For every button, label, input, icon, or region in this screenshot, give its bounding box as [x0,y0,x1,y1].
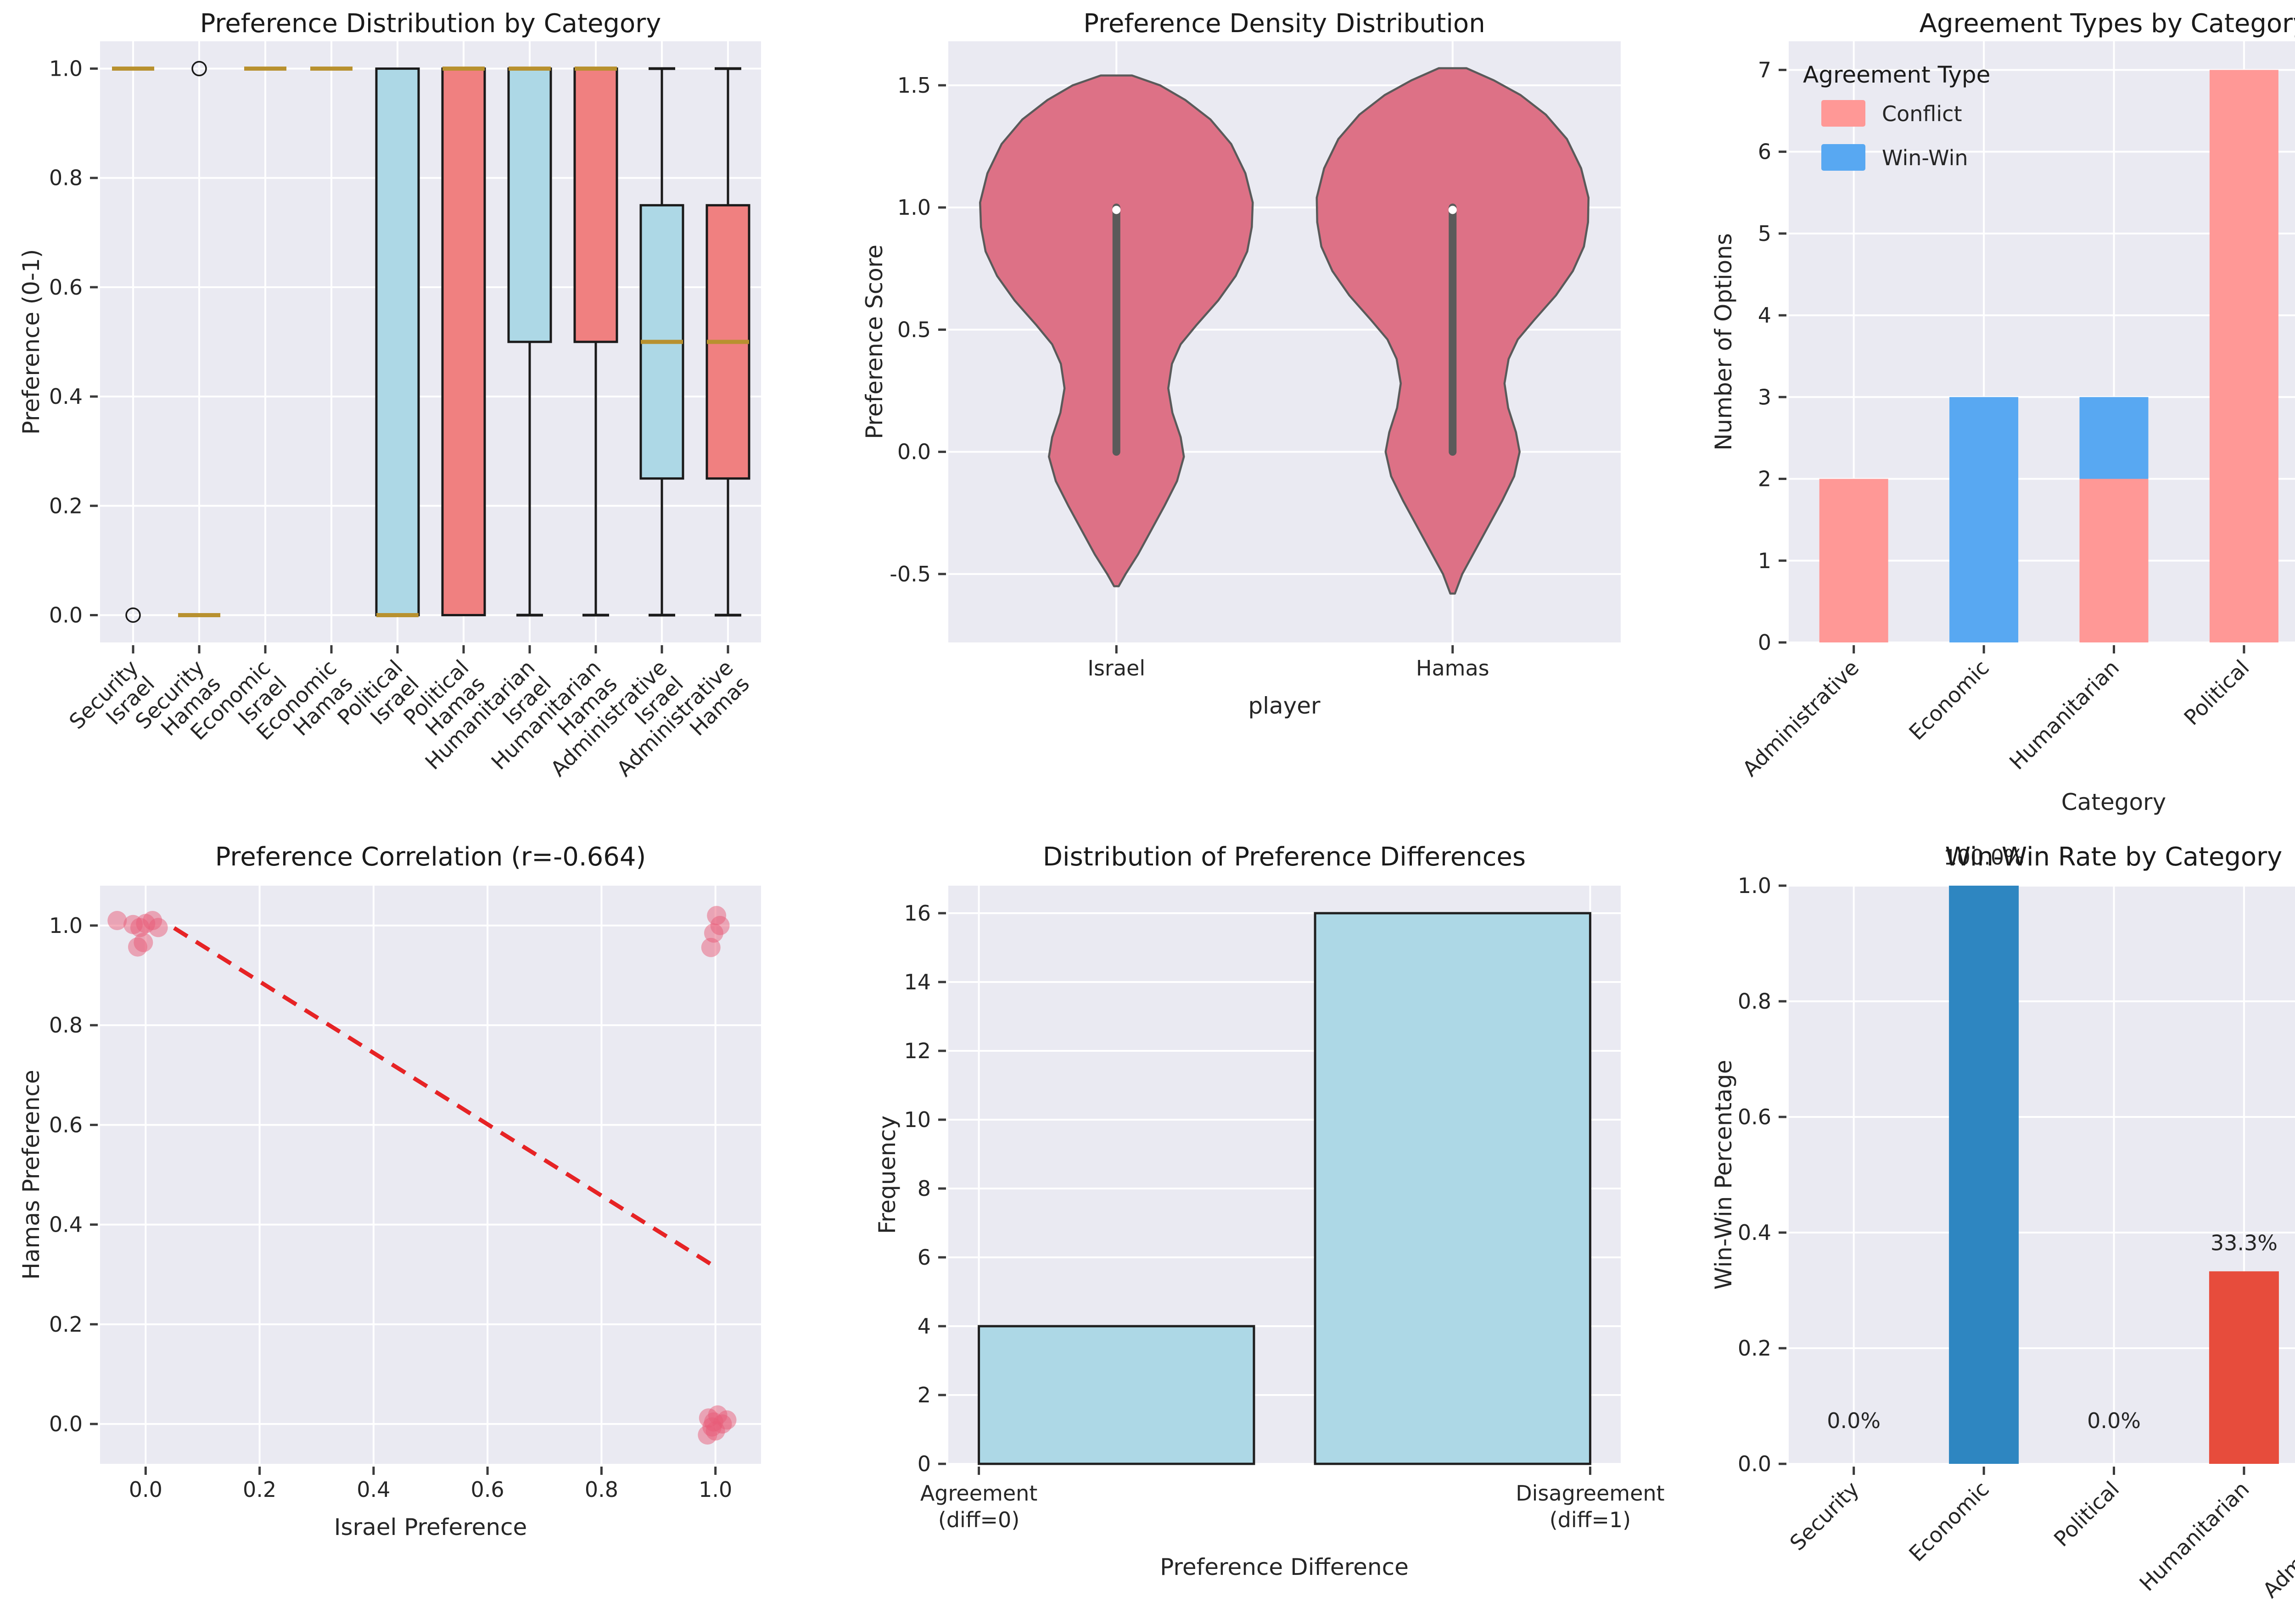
svg-text:0: 0 [918,1451,931,1476]
svg-text:2: 2 [918,1383,931,1407]
svg-text:0.4: 0.4 [49,384,83,409]
svg-text:33.3%: 33.3% [2211,1230,2278,1255]
stackedbar-chart: 0 1 2 3 4 5 6 7 Administrative Economic Humanitari… [1738,41,2295,781]
svg-text:3: 3 [1758,385,1771,409]
svg-text:0.0: 0.0 [1738,1451,1771,1476]
svg-text:1.0: 1.0 [699,1477,732,1502]
svg-text:5: 5 [1758,221,1771,246]
svg-text:Israel: Israel [1087,656,1145,681]
labels-layer: Preference Distribution by Category Pref… [18,9,2295,1580]
svg-text:12: 12 [904,1038,931,1063]
svg-text:Humanitarian: Humanitarian [2135,1477,2254,1596]
svg-text:1: 1 [1758,548,1771,573]
scatter-chart: 0.0 0.2 0.4 0.6 0.8 1.0 0.0 0.2 0.4 0.6 0.8 1.0 [49,886,761,1502]
svg-text:6: 6 [1758,140,1771,164]
svg-text:(diff=1): (diff=1) [1550,1507,1631,1532]
svg-text:0.0: 0.0 [49,1412,83,1436]
svg-text:0.6: 0.6 [471,1477,504,1502]
scatter-xlabel: Israel Preference [334,1514,527,1540]
svg-text:Agreement: Agreement [920,1481,1037,1506]
svg-text:16: 16 [904,901,931,926]
boxplot-chart: 0.00.20.40.60.81.0SecurityIsraelSecurity… [49,41,761,781]
svg-text:0.0: 0.0 [49,603,83,627]
svg-text:0.8: 0.8 [585,1477,618,1502]
svg-text:0.0%: 0.0% [2087,1408,2141,1433]
svg-text:0.0%: 0.0% [1827,1408,1881,1433]
svg-text:100.0%: 100.0% [1943,845,2024,870]
legend: Agreement Type Conflict Win-Win [1803,61,1990,171]
svg-text:4: 4 [918,1314,931,1339]
svg-text:-0.5: -0.5 [890,562,931,586]
stackedbar-ylabel: Number of Options [1710,233,1737,451]
svg-text:0.8: 0.8 [49,166,83,190]
boxplot-ylabel: Preference (0-1) [18,249,45,435]
svg-text:0.2: 0.2 [49,493,83,518]
svg-text:0.2: 0.2 [49,1312,83,1337]
svg-text:Agreement Type: Agreement Type [1803,61,1990,88]
svg-text:0.6: 0.6 [1738,1105,1771,1129]
svg-text:0.6: 0.6 [49,275,83,300]
svg-text:0.4: 0.4 [49,1212,83,1237]
svg-text:1.0: 1.0 [49,913,83,938]
histogram-xlabel: Preference Difference [1160,1554,1409,1580]
violin-ylabel: Preference Score [861,245,888,439]
svg-text:Security: Security [1785,1477,1864,1556]
svg-text:Economic: Economic [1904,1477,1994,1567]
svg-text:0.6: 0.6 [49,1112,83,1137]
scatter-ylabel: Hamas Preference [18,1070,45,1280]
svg-text:Administrative: Administrative [2258,1477,2295,1603]
svg-text:0.8: 0.8 [1738,989,1771,1014]
svg-text:Conflict: Conflict [1882,101,1962,126]
svg-text:0.0: 0.0 [129,1477,162,1502]
stackedbar-xlabel: Category [2061,789,2166,815]
svg-text:7: 7 [1758,57,1771,82]
violin-chart: -0.5 0.0 0.5 1.0 1.5 Israel Hamas [890,41,1621,681]
svg-text:(diff=0): (diff=0) [938,1507,1019,1532]
histogram-title: Distribution of Preference Differences [1043,842,1526,872]
svg-text:Win-Win: Win-Win [1882,145,1968,170]
svg-text:Disagreement: Disagreement [1516,1481,1664,1506]
svg-text:14: 14 [904,970,931,994]
violin-title: Preference Density Distribution [1083,9,1485,39]
svg-text:6: 6 [918,1245,931,1270]
winwin-chart: 0.0 0.2 0.4 0.6 0.8 1.0 0.0% Security 100.0% Econ… [1738,845,2295,1603]
svg-text:4: 4 [1758,303,1771,328]
svg-text:1.0: 1.0 [897,195,931,220]
svg-text:0.2: 0.2 [243,1477,276,1502]
boxplot-title: Preference Distribution by Category [200,9,661,39]
svg-text:10: 10 [904,1107,931,1132]
svg-text:Administrative: Administrative [1738,655,1864,781]
svg-text:0.8: 0.8 [49,1013,83,1038]
winwin-title: Win-Win Rate by Category [1945,842,2283,872]
svg-text:0.4: 0.4 [357,1477,390,1502]
histogram-chart: 0 2 4 6 8 10 12 14 16 Agreement(diff=0) Disagreeme… [904,886,1665,1532]
charts-layer: 0.00.20.40.60.81.0SecurityIsraelSecurity… [49,41,2295,1603]
histogram-ylabel: Frequency [874,1116,901,1234]
violin-xlabel: player [1248,692,1321,719]
svg-text:0.0: 0.0 [897,440,931,464]
svg-text:Political: Political [2179,655,2254,730]
svg-text:Humanitarian: Humanitarian [2004,655,2124,775]
svg-text:Political: Political [2049,1477,2124,1551]
svg-text:0.5: 0.5 [897,317,931,342]
svg-text:0.4: 0.4 [1738,1220,1771,1245]
svg-text:Economic: Economic [1904,655,1994,745]
stackedbar-title: Agreement Types by Category [1920,9,2295,39]
svg-text:1.0: 1.0 [1738,873,1771,898]
scatter-title: Preference Correlation (r=-0.664) [215,842,646,872]
svg-text:2: 2 [1758,467,1771,491]
svg-text:0: 0 [1758,630,1771,655]
svg-text:0.2: 0.2 [1738,1336,1771,1361]
svg-text:Hamas: Hamas [1416,656,1489,681]
svg-text:1.0: 1.0 [49,56,83,81]
svg-text:8: 8 [918,1176,931,1201]
svg-text:1.5: 1.5 [897,73,931,98]
winwin-ylabel: Win-Win Percentage [1710,1060,1737,1289]
